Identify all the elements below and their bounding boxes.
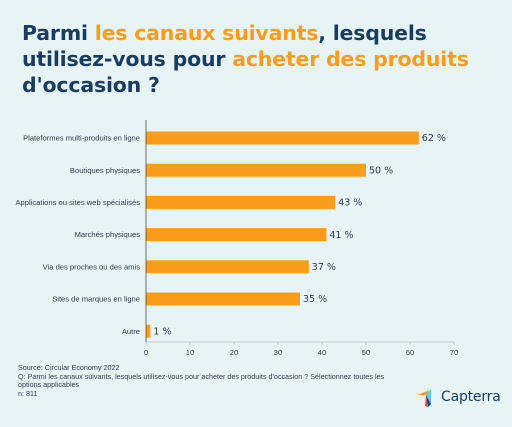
capterra-wordmark: Capterra — [441, 389, 501, 405]
title-highlight: acheter des produits — [232, 47, 469, 71]
x-tick-label: 50 — [362, 348, 370, 357]
x-tick-label: 10 — [186, 348, 194, 357]
title-text: Parmi — [22, 21, 95, 45]
bar — [146, 195, 336, 209]
value-label: 37 % — [312, 262, 336, 273]
chart-title: Parmi les canaux suivants, lesquels util… — [22, 20, 492, 98]
value-label: 43 % — [338, 198, 362, 209]
bar — [146, 228, 327, 242]
bar-chart: Plateformes multi-produits en ligne 62 % B… — [15, 120, 458, 357]
capterra-arrow-icon — [417, 389, 431, 407]
category-label: Sites de marques en ligne — [52, 295, 140, 304]
bar — [146, 163, 366, 177]
value-label: 50 % — [369, 165, 393, 176]
capterra-logo: Capterra — [416, 387, 501, 407]
category-label: Plateformes multi-produits en ligne — [23, 134, 140, 143]
category-label: Applications ou sites web spécialisés — [15, 198, 140, 207]
x-tick-label: 70 — [450, 348, 458, 357]
question-note: Q: Parmi les canaux suivants, lesquels u… — [18, 371, 385, 390]
category-label: Autre — [122, 327, 140, 336]
value-label: 62 % — [422, 133, 446, 144]
sample-size-note: n: 811 — [18, 388, 38, 398]
title-text: d'occasion ? — [22, 73, 160, 97]
chart-footer: Source: Circular Economy 2022 Q: Parmi l… — [18, 363, 398, 398]
value-label: 1 % — [153, 326, 171, 337]
bar — [146, 260, 309, 274]
source-note: Source: Circular Economy 2022 — [18, 363, 120, 372]
x-tick-label: 40 — [318, 348, 326, 357]
title-text: , lesquels utilisez-vous pour — [22, 21, 427, 71]
category-label: Via des proches ou des amis — [43, 262, 141, 271]
value-label: 35 % — [303, 294, 327, 305]
bar — [146, 292, 300, 306]
title-highlight: les canaux suivants — [94, 21, 319, 45]
bar — [146, 324, 151, 338]
bar — [146, 131, 419, 145]
value-label: 41 % — [329, 230, 353, 241]
x-tick-label: 20 — [230, 348, 238, 357]
x-tick-label: 30 — [274, 348, 282, 357]
x-tick-label: 60 — [406, 348, 414, 357]
category-label: Marchés physiques — [75, 230, 141, 239]
category-label: Boutiques physiques — [70, 166, 140, 175]
x-tick-label: 0 — [144, 348, 148, 357]
